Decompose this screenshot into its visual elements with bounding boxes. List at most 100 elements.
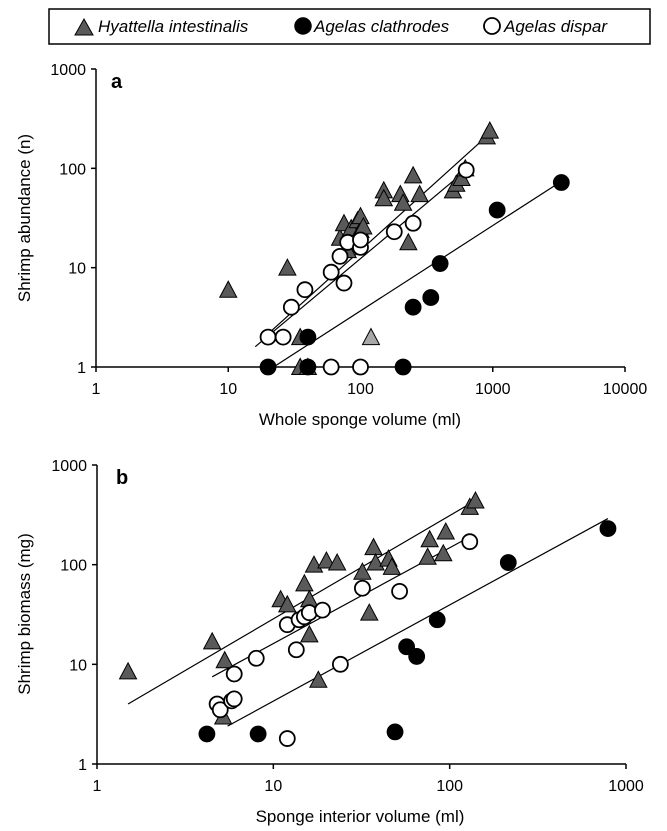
open-circle-data-point: [335, 274, 353, 292]
panel-a-x-axis-title: Whole sponge volume (ml): [259, 410, 461, 429]
panel-b-label: b: [116, 467, 128, 489]
filled-circle-data-point: [599, 520, 617, 538]
open-circle-data-point: [296, 281, 314, 299]
triangle-data-point: [351, 206, 370, 225]
panel-b-data-points: [118, 490, 617, 747]
open-circle-data-point: [225, 690, 243, 708]
open-circle-data-point: [211, 701, 229, 719]
y-tick-label: 10: [69, 657, 87, 674]
open-circle-data-point: [274, 328, 292, 346]
triangle-data-point: [299, 624, 319, 643]
filled-circle-data-point: [249, 725, 267, 743]
open-circle-data-point: [314, 601, 331, 619]
filled-circle-data-point: [552, 174, 570, 191]
triangle-data-point: [420, 529, 439, 548]
legend-filled-circle-marker: [294, 17, 312, 35]
filled-circle-data-point: [404, 298, 422, 316]
y-tick-label: 10: [68, 261, 86, 278]
open-circle-data-point: [352, 231, 369, 249]
filled-circle-data-point: [299, 358, 317, 376]
open-circle-data-point: [282, 298, 300, 316]
filled-circle-data-point: [198, 725, 216, 743]
filled-circle-data-point: [398, 638, 416, 656]
filled-circle-data-point: [259, 358, 277, 376]
triangle-data-point: [403, 165, 423, 184]
panel-a: a Shrimp abundance (n) Whole sponge volu…: [15, 62, 647, 429]
panel-b-axes: 1 10 100 1000 1 10 100 1000: [51, 458, 643, 795]
triangle-data-point: [278, 258, 297, 276]
open-circle-data-point: [322, 358, 340, 376]
triangle-data-point: [359, 603, 379, 621]
panel-a-axes: 1 10 100 1000 10000 1 10 100 1000: [50, 62, 647, 398]
legend-label-agelas-dispar: Agelas dispar: [503, 17, 608, 36]
triangle-data-point: [436, 521, 456, 540]
triangle-data-point: [353, 562, 372, 580]
filled-circle-data-point: [394, 358, 412, 376]
x-tick-label: 1000: [475, 381, 511, 398]
triangle-data-point: [410, 184, 429, 203]
triangle-data-point: [466, 490, 485, 509]
triangle-data-point: [215, 650, 235, 669]
y-tick-label: 100: [59, 161, 86, 178]
regression-line: [254, 169, 467, 348]
filled-circle-data-point: [431, 255, 449, 272]
open-circle-data-point: [391, 582, 408, 600]
triangle-data-point: [393, 193, 413, 211]
panel-a-label: a: [111, 71, 123, 93]
gray-triangle-data-point: [361, 327, 381, 346]
x-tick-label: 1: [92, 381, 101, 398]
triangle-data-point: [118, 661, 138, 680]
panel-b: b Shrimp biomass (mg) Sponge interior vo…: [15, 458, 644, 826]
legend-label-agelas-clathrodes: Agelas clathrodes: [313, 17, 450, 36]
panel-b-x-axis-title: Sponge interior volume (ml): [256, 807, 465, 826]
triangle-data-point: [327, 552, 347, 571]
triangle-data-point: [277, 594, 297, 613]
x-tick-label: 100: [347, 381, 374, 398]
triangle-data-point: [218, 280, 238, 298]
panel-a-data-points: [218, 120, 570, 376]
x-tick-label: 1000: [608, 778, 644, 795]
triangle-data-point: [399, 232, 418, 251]
open-circle-data-point: [461, 533, 479, 551]
y-tick-label: 100: [60, 558, 87, 575]
triangle-data-point: [382, 557, 402, 575]
open-circle-data-point: [322, 263, 340, 281]
y-tick-label: 1000: [50, 62, 86, 79]
filled-circle-data-point: [488, 201, 506, 219]
open-circle-data-point: [287, 641, 305, 659]
legend: Hyattella intestinalis Agelas clathrodes…: [48, 8, 651, 45]
x-tick-label: 10: [219, 381, 237, 398]
panel-a-y-axis-title: Shrimp abundance (n): [15, 134, 34, 302]
legend-triangle-marker: [74, 17, 94, 36]
filled-circle-data-point: [499, 554, 517, 571]
filled-circle-data-point: [408, 648, 426, 665]
triangle-data-point: [418, 547, 437, 565]
y-tick-label: 1000: [51, 458, 87, 475]
triangle-data-point: [202, 631, 222, 650]
filled-circle-data-point: [299, 328, 317, 346]
filled-circle-data-point: [386, 723, 404, 741]
legend-label-hyattella: Hyattella intestinalis: [98, 17, 249, 36]
open-circle-data-point: [457, 161, 475, 179]
regression-line: [227, 518, 609, 727]
open-circle-data-point: [354, 579, 371, 597]
regression-line: [273, 180, 562, 368]
open-circle-data-point: [259, 328, 277, 346]
x-tick-label: 100: [436, 778, 463, 795]
legend-frame: [48, 8, 651, 45]
panel-b-y-axis-title: Shrimp biomass (mg): [15, 533, 34, 695]
regression-line: [127, 500, 476, 705]
open-circle-data-point: [352, 358, 369, 376]
filled-circle-data-point: [422, 289, 440, 306]
open-circle-data-point: [278, 730, 296, 747]
open-circle-data-point: [225, 665, 243, 683]
open-circle-data-point: [404, 214, 422, 232]
y-tick-label: 1: [77, 360, 86, 377]
triangle-data-point: [374, 188, 394, 207]
x-tick-label: 1: [93, 778, 102, 795]
open-circle-data-point: [331, 655, 349, 673]
triangle-data-point: [295, 573, 314, 592]
triangle-data-point: [364, 537, 383, 556]
triangle-data-point: [317, 550, 336, 569]
